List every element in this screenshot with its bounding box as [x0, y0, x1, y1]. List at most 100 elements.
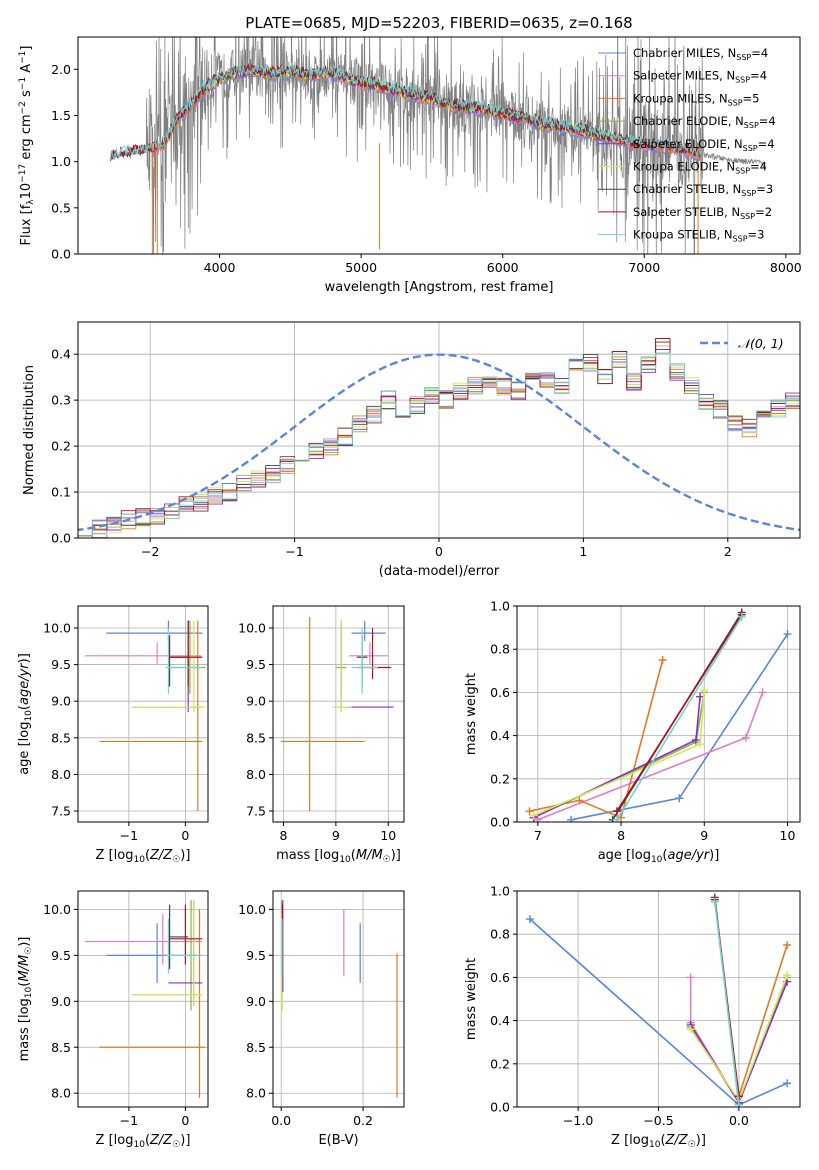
y-tick-label: 2.0: [51, 62, 71, 77]
errorbar-point: [280, 616, 365, 812]
y-tick-label: 9.0: [246, 994, 266, 1009]
mass_vs_ebv-frame: [272, 890, 405, 1108]
errorbar-point: [168, 904, 203, 965]
y-axis-label: mass weight: [464, 673, 479, 755]
age_vs_z-marks: [84, 620, 206, 812]
weight-marker: [737, 612, 746, 621]
y-tick-label: 0.0: [490, 815, 510, 830]
spectrum-frame: [77, 36, 801, 255]
y-tick-label: 10.0: [238, 902, 266, 917]
mass_vs_ebv-axes: 0.0 0.2 8.0 8.5 9.0 9.5 10.0 E(B-V): [238, 890, 405, 1148]
legend-label: Chabrier ELODIE, NSSP=4: [633, 114, 776, 130]
y-tick-label: 0.6: [490, 685, 510, 700]
legend-label: Salpeter MILES, NSSP=4: [633, 69, 767, 85]
age_vs_mass-axes: 8 9 10 7.5 8.0 8.5 9.0 9.5 10.0 mass [log10(M/M☉)…: [238, 605, 405, 865]
y-tick-label: 9.0: [51, 694, 71, 709]
y-tick-label: 1.0: [490, 599, 510, 614]
weight-marker: [575, 796, 584, 805]
y-tick-label: 0.4: [490, 728, 510, 743]
x-tick-label: −0.5: [643, 1113, 673, 1128]
x-tick-label: 10: [380, 828, 396, 843]
x-tick-label: 6000: [487, 260, 519, 275]
x-tick-label: 10: [780, 828, 796, 843]
model-spectrum-kroupa_stelib: [110, 62, 702, 160]
weight-marker: [741, 733, 750, 742]
y-tick-label: 10.0: [43, 620, 71, 635]
errorbar-point: [99, 909, 206, 1098]
x-axis-label: Z [log10(Z/Z☉)]: [611, 1133, 706, 1150]
y-tick-label: 8.0: [51, 1086, 71, 1101]
weight_vs_z-axes: −1.0 −0.5 0.0 0.0 0.2 0.4 0.6 0.8 1.0 Z [log10(Z/…: [464, 884, 801, 1150]
y-tick-label: 8.5: [51, 730, 71, 745]
residuals-marks: [78, 337, 800, 538]
y-tick-label: 9.0: [246, 694, 266, 709]
y-axis-label: mass weight: [464, 958, 479, 1040]
weight-marker: [783, 1079, 792, 1088]
y-tick-label: 0.1: [51, 485, 71, 500]
y-tick-label: 8.5: [246, 1040, 266, 1055]
y-tick-label: 7.5: [246, 804, 266, 819]
y-tick-label: 10.0: [43, 902, 71, 917]
y-tick-label: 7.5: [51, 804, 71, 819]
y-tick-label: 9.5: [51, 948, 71, 963]
data-spectrum-line: [110, 37, 765, 254]
x-tick-label: −2: [141, 544, 159, 559]
x-axis-label: Z [log10(Z/Z☉)]: [96, 1133, 191, 1150]
weight-marker: [612, 807, 621, 816]
age_vs_mass-marks: [280, 616, 394, 812]
x-tick-label: 7000: [628, 260, 660, 275]
legend-label: Kroupa ELODIE, NSSP=4: [633, 160, 767, 176]
y-axis-label: mass [log10(M/M☉)]: [17, 937, 34, 1062]
weight-marker: [700, 686, 709, 695]
weight-marker: [658, 656, 667, 664]
y-axis-label: Flux [fλ10−17 erg cm−2 s−1 A−1]: [18, 46, 36, 246]
weight_vs_age-axes: 7 8 9 10 0.0 0.2 0.4 0.6 0.8 1.0 age [log10(age/yr…: [464, 599, 801, 865]
normal-curve: [78, 353, 800, 532]
x-tick-label: 0: [181, 828, 189, 843]
weight-marker: [525, 807, 534, 816]
y-tick-label: 0.4: [490, 1013, 510, 1028]
y-tick-label: 0.3: [51, 393, 71, 408]
errorbar-point: [348, 642, 389, 665]
weight-marker: [567, 815, 576, 822]
histogram-salpeter_elodie: [78, 349, 800, 537]
age_vs_z-frame: [77, 605, 209, 823]
weight-series-line: [738, 944, 788, 1097]
errorbar-point: [333, 620, 352, 713]
errorbar-point: [131, 900, 203, 1006]
x-tick-label: 0: [181, 1113, 189, 1128]
x-tick-label: 8: [617, 828, 625, 843]
x-tick-label: −1: [285, 544, 303, 559]
weight-marker: [533, 815, 542, 822]
weight-series-line: [616, 616, 743, 821]
y-tick-label: 1.0: [490, 884, 510, 899]
errorbar-point: [84, 642, 202, 665]
errorbar-point: [333, 620, 394, 713]
histogram-kroupa_stelib: [78, 352, 800, 537]
weight_vs_age-frame: [516, 605, 801, 823]
x-tick-label: 2: [724, 544, 732, 559]
x-tick-label: 8: [280, 828, 288, 843]
spectrum-axes: 4000 5000 6000 7000 8000 0.0 0.5 1.0 1.5 2.0 wavel…: [18, 36, 802, 295]
y-tick-label: 0.8: [490, 642, 510, 657]
x-tick-label: 7: [534, 828, 542, 843]
mass_vs_z-axes: −1 0 8.0 8.5 9.0 9.5 10.0 Z [log10(Z/Z☉)] mass […: [17, 890, 209, 1150]
x-tick-label: −1.0: [563, 1113, 593, 1128]
legend-label: Kroupa STELIB, NSSP=3: [633, 228, 764, 244]
legend-label: Chabrier STELIB, NSSP=3: [633, 182, 773, 198]
x-tick-label: 0.0: [729, 1113, 749, 1128]
y-tick-label: 9.5: [246, 657, 266, 672]
y-tick-label: 9.5: [246, 948, 266, 963]
errorbar-point: [131, 620, 203, 713]
y-tick-label: 0.8: [490, 927, 510, 942]
mass_vs_ebv-marks: [280, 900, 398, 1098]
spectrum-marks: [110, 37, 765, 254]
x-axis-label: mass [log10(M/M☉)]: [276, 848, 401, 865]
x-axis-label: Z [log10(Z/Z☉)]: [96, 848, 191, 865]
x-axis-label: (data-model)/error: [379, 564, 500, 579]
y-tick-label: 0.0: [51, 531, 71, 546]
age_vs_mass-frame: [272, 605, 405, 823]
x-tick-label: 0.0: [271, 1113, 291, 1128]
weight-marker: [686, 1025, 695, 1034]
weight_vs_age-marks: [525, 608, 792, 822]
